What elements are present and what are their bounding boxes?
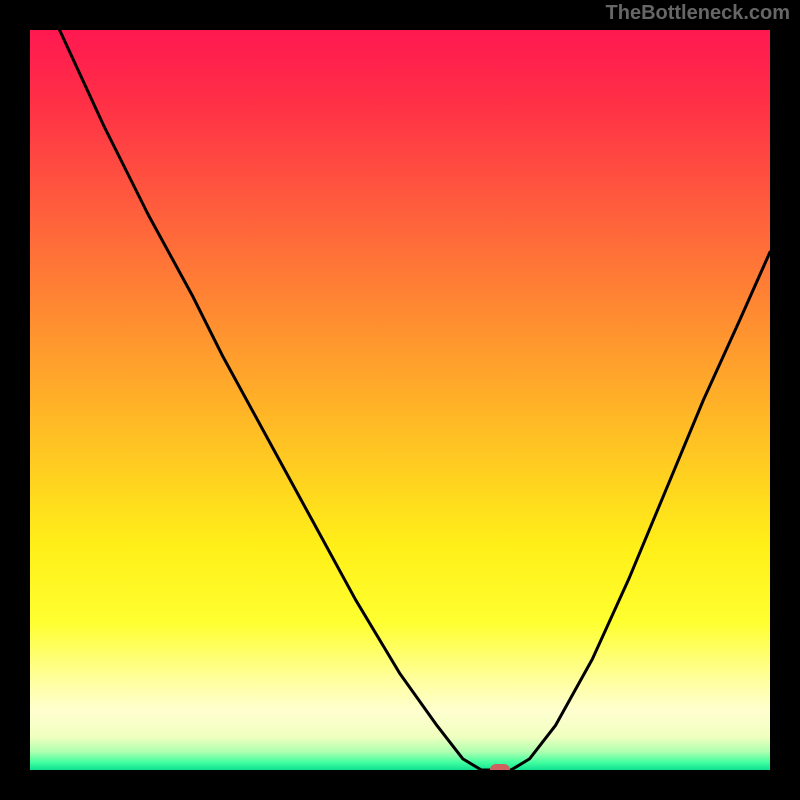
optimal-marker [490,764,510,770]
watermark-text: TheBottleneck.com [606,2,790,25]
bottleneck-chart: TheBottleneck.com [0,0,800,800]
plot-area [30,30,770,770]
bottleneck-curve [30,30,770,770]
